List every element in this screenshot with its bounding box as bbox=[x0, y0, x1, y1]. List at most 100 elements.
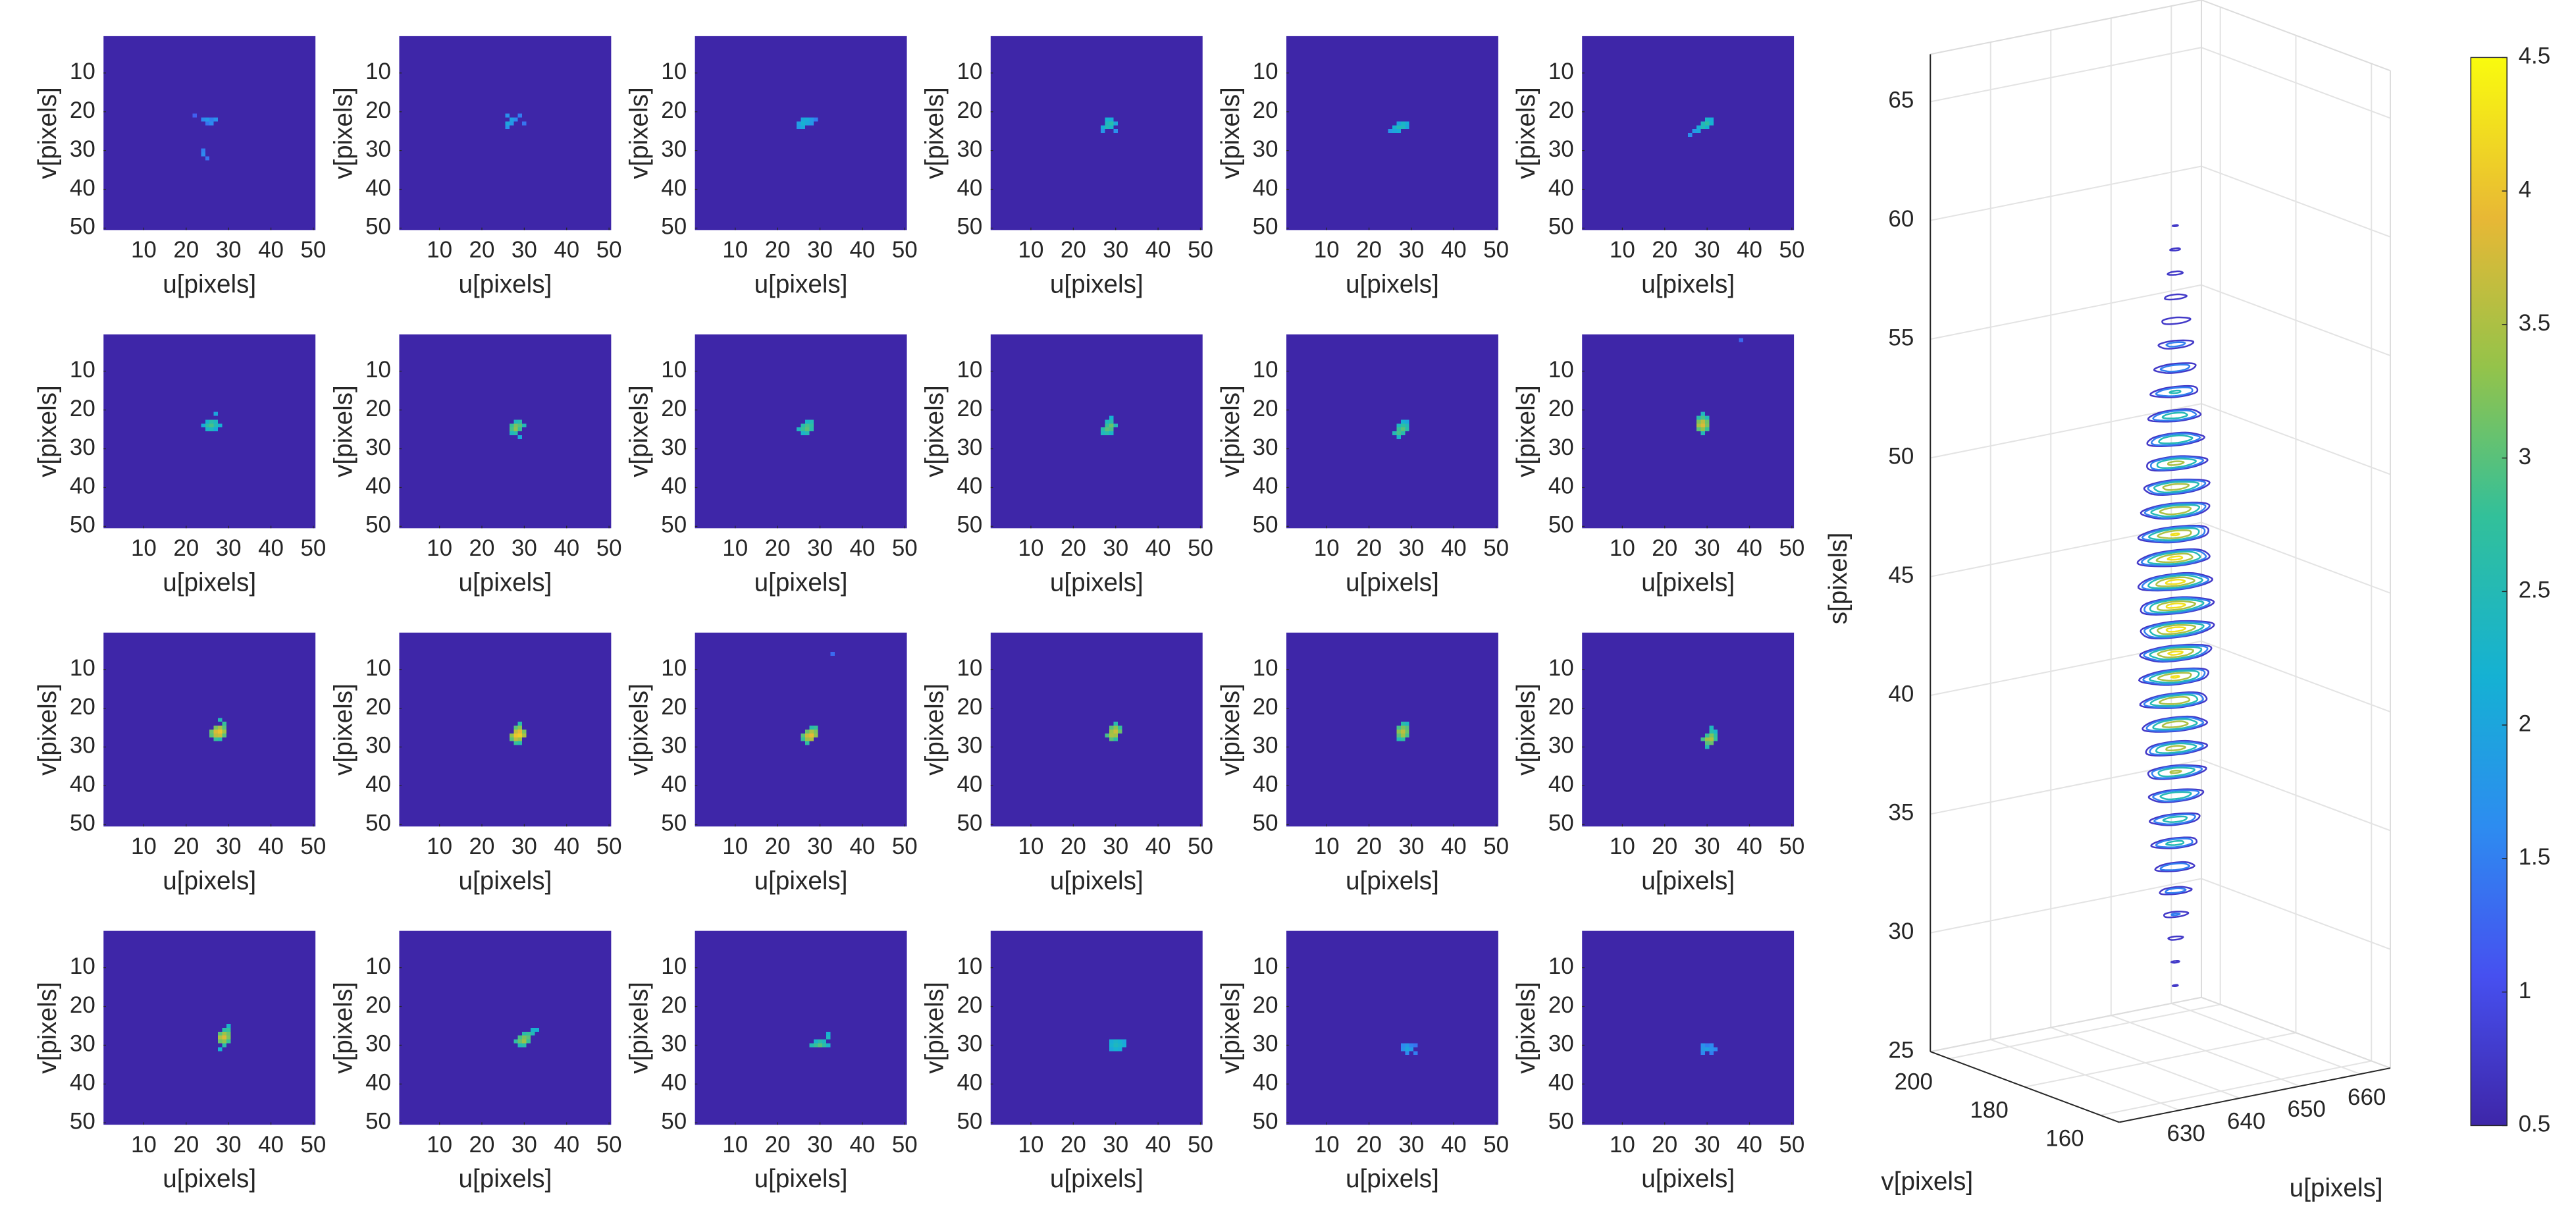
heatmap-cell bbox=[1400, 729, 1406, 734]
heatmap-panel: 10 20 30 40 50 10 20 30 40 50 u[pixels] v[pixels] bbox=[34, 334, 326, 597]
x-tick-label: 50 bbox=[1483, 237, 1509, 263]
heatmap-cell bbox=[1109, 726, 1114, 730]
y-axis-label: v[pixels] bbox=[1512, 683, 1540, 776]
heatmap-cell bbox=[1405, 1043, 1409, 1048]
y-tick-label: 10 bbox=[70, 655, 95, 681]
heatmap-cell bbox=[1117, 1039, 1122, 1044]
heatmap-cell bbox=[1109, 1047, 1114, 1052]
heatmap-cell bbox=[505, 125, 510, 130]
heatmap-cell bbox=[1113, 733, 1118, 737]
y-axis-label: v[pixels] bbox=[34, 87, 62, 179]
heatmap-cell bbox=[205, 156, 210, 161]
heatmap-cell bbox=[213, 412, 219, 416]
x-tick-label: 20 bbox=[765, 237, 791, 263]
heatmap-cell bbox=[822, 1043, 827, 1048]
contour-line bbox=[2147, 408, 2202, 423]
y-axis-label: v[pixels] bbox=[625, 683, 653, 776]
heatmap-cell bbox=[226, 1027, 231, 1032]
heatmap-background bbox=[399, 632, 612, 827]
x-tick-label: 40 bbox=[554, 237, 579, 263]
y-tick-label: 40 bbox=[1253, 473, 1278, 499]
x-axis-label: u[pixels] bbox=[754, 1165, 848, 1193]
contour-line bbox=[2149, 598, 2205, 614]
heatmap-cell bbox=[1122, 1043, 1126, 1048]
heatmap-cell bbox=[1700, 412, 1705, 416]
contour-line bbox=[2170, 532, 2180, 537]
x-tick-label: 20 bbox=[1652, 834, 1677, 859]
heatmap-cell bbox=[805, 121, 810, 126]
x-tick-label: 20 bbox=[1652, 1132, 1677, 1158]
x-tick-label: 50 bbox=[1779, 535, 1804, 561]
y-tick-label: 50 bbox=[1548, 811, 1574, 836]
x-tick-label: 20 bbox=[173, 834, 199, 859]
heatmap-cell bbox=[517, 427, 523, 432]
x-tick-label: 40 bbox=[1145, 237, 1171, 263]
y-axis-label: v[pixels] bbox=[1217, 87, 1245, 179]
y-tick-label: 20 bbox=[70, 396, 95, 421]
contour-line bbox=[2167, 270, 2184, 276]
contour-line bbox=[2157, 672, 2192, 682]
y-tick-label: 30 bbox=[1253, 733, 1278, 759]
contour-line bbox=[2147, 527, 2200, 541]
contour-line bbox=[2167, 555, 2184, 561]
heatmap-cell bbox=[1113, 737, 1118, 741]
x-tick-label: 10 bbox=[427, 834, 452, 859]
heatmap-cell bbox=[517, 423, 523, 428]
heatmap-cell bbox=[1696, 129, 1701, 134]
heatmap-cell bbox=[1696, 415, 1701, 420]
heatmap-cell bbox=[1109, 431, 1114, 435]
box-edge bbox=[1930, 0, 2202, 55]
contour-line bbox=[2143, 621, 2211, 639]
heatmap-cell bbox=[205, 117, 210, 122]
heatmap-cell bbox=[1113, 722, 1118, 726]
contour-line bbox=[2137, 524, 2210, 544]
contour-line bbox=[2164, 293, 2188, 301]
heatmap-background bbox=[1582, 930, 1795, 1125]
contour-line bbox=[2161, 316, 2192, 325]
y-tick-label: 20 bbox=[661, 992, 687, 1018]
y-tick-label: 30 bbox=[1548, 733, 1574, 759]
x-tick-label: 10 bbox=[131, 237, 157, 263]
heatmap-cell bbox=[1105, 419, 1110, 424]
y-tick-label: 50 bbox=[365, 1108, 391, 1134]
heatmap-cell bbox=[1396, 431, 1401, 435]
y-tick-label: 10 bbox=[365, 953, 391, 979]
x-axis-label: u[pixels] bbox=[458, 568, 552, 597]
x-tick-label: 50 bbox=[1779, 834, 1804, 859]
heatmap-cell bbox=[1704, 741, 1710, 745]
contour-line bbox=[2149, 693, 2199, 707]
y-tick-label: 20 bbox=[365, 97, 391, 123]
heatmap-cell bbox=[1409, 1047, 1414, 1052]
x-axis-label: u[pixels] bbox=[1641, 1165, 1735, 1193]
x-tick-label: 10 bbox=[722, 1132, 748, 1158]
x-axis-label: u[pixels] bbox=[1346, 270, 1439, 298]
y-tick-label: 30 bbox=[365, 733, 391, 759]
x-tick-label: 10 bbox=[427, 237, 452, 263]
heatmap-cell bbox=[1396, 737, 1401, 741]
heatmap-cell bbox=[1704, 1043, 1710, 1048]
heatmap-cell bbox=[517, 733, 523, 737]
y-tick-label: 10 bbox=[661, 357, 687, 383]
heatmap-panel: 10 20 30 40 50 10 20 30 40 50 u[pixels] v[pixels] bbox=[34, 632, 326, 895]
heatmap-cell bbox=[801, 125, 806, 130]
heatmap-cell bbox=[801, 423, 806, 428]
z-tick-label: 60 bbox=[1888, 206, 1914, 232]
y-tick-label: 10 bbox=[70, 953, 95, 979]
contour-line bbox=[2147, 550, 2201, 565]
heatmap-cell bbox=[1704, 419, 1710, 424]
heatmap-cell bbox=[1396, 726, 1401, 730]
x-tick-label: 30 bbox=[512, 535, 537, 561]
heatmap-cell bbox=[509, 117, 514, 122]
contour-line bbox=[2155, 742, 2197, 754]
heatmap-cell bbox=[1709, 1051, 1714, 1055]
contour-line bbox=[2155, 576, 2195, 587]
heatmap-cell bbox=[1709, 117, 1714, 122]
contour-line bbox=[2149, 456, 2205, 471]
heatmap-cell bbox=[813, 117, 818, 122]
heatmap-cell bbox=[509, 427, 514, 432]
heatmap-cell bbox=[1700, 125, 1705, 130]
heatmap-cell bbox=[1109, 419, 1114, 424]
heatmap-cell bbox=[809, 726, 814, 730]
heatmap-cell bbox=[801, 427, 806, 432]
heatmap-cell bbox=[1400, 419, 1406, 424]
